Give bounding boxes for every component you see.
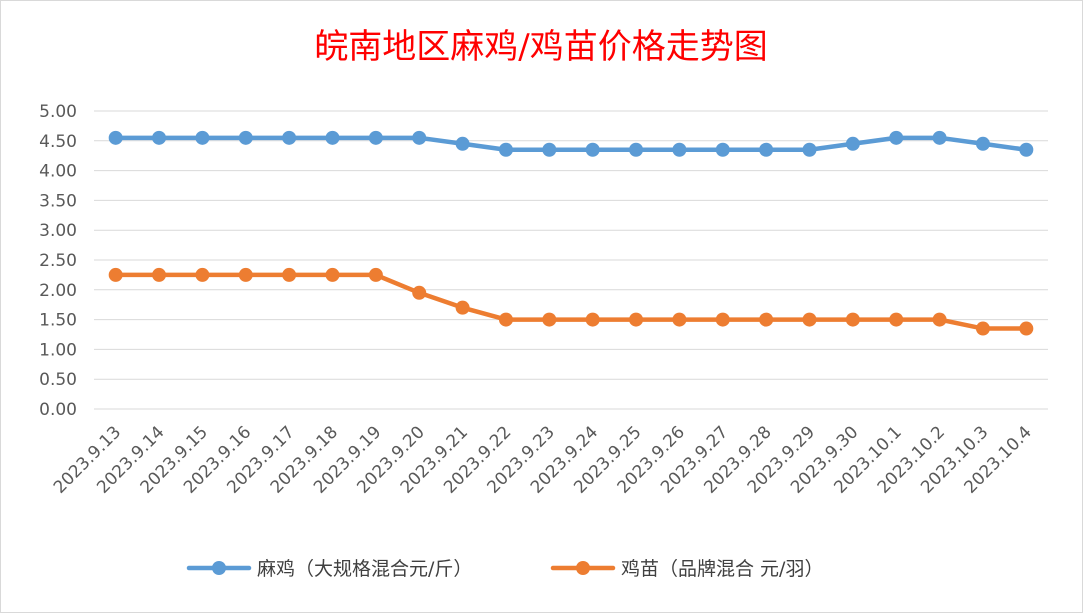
y-tick-label: 4.00 <box>39 162 77 182</box>
data-point <box>368 267 383 282</box>
data-point <box>889 312 904 327</box>
data-point <box>325 130 340 145</box>
data-point <box>845 136 860 151</box>
data-point <box>152 130 167 145</box>
y-tick-label: 4.50 <box>39 132 77 152</box>
legend-marker <box>212 561 226 575</box>
data-point <box>542 312 557 327</box>
data-point <box>1019 321 1034 336</box>
legend-marker <box>576 561 590 575</box>
legend: 麻鸡（大规格混合元/斤） 鸡苗（品牌混合 元/羽） <box>186 558 823 580</box>
y-tick-label: 3.50 <box>39 191 77 211</box>
data-point <box>542 142 557 157</box>
data-point <box>282 130 297 145</box>
data-point <box>932 312 947 327</box>
series-lines <box>108 130 1034 336</box>
data-point <box>195 130 210 145</box>
chart-title: 皖南地区麻鸡/鸡苗价格走势图 <box>314 27 767 67</box>
data-point <box>282 267 297 282</box>
legend-label: 鸡苗（品牌混合 元/羽） <box>621 558 823 580</box>
y-tick-label: 5.00 <box>39 102 77 122</box>
y-tick-label: 0.50 <box>39 370 77 390</box>
data-point <box>845 312 860 327</box>
data-point <box>715 142 730 157</box>
data-point <box>498 142 513 157</box>
data-point <box>629 312 644 327</box>
data-point <box>412 285 427 300</box>
data-point <box>412 130 427 145</box>
series-2 <box>108 267 1034 336</box>
series-1 <box>108 130 1034 157</box>
data-point <box>672 312 687 327</box>
data-point <box>759 142 774 157</box>
data-point <box>238 267 253 282</box>
data-point <box>759 312 774 327</box>
data-point <box>802 312 817 327</box>
data-point <box>108 267 123 282</box>
series-line <box>113 272 1029 331</box>
data-point <box>629 142 644 157</box>
data-point <box>975 136 990 151</box>
data-point <box>498 312 513 327</box>
data-point <box>108 130 123 145</box>
y-axis-ticks: 0.00 0.50 1.00 1.50 2.00 2.50 3.00 3.50 4.00 4.50… <box>39 102 77 420</box>
data-point <box>152 267 167 282</box>
legend-label: 麻鸡（大规格混合元/斤） <box>257 558 472 580</box>
data-point <box>672 142 687 157</box>
data-point <box>802 142 817 157</box>
y-tick-label: 3.00 <box>39 221 77 241</box>
data-point <box>585 142 600 157</box>
series-line <box>113 135 1029 152</box>
data-point <box>932 130 947 145</box>
data-point <box>889 130 904 145</box>
y-tick-label: 1.00 <box>39 340 77 360</box>
data-point <box>975 321 990 336</box>
data-point <box>455 300 470 315</box>
data-point <box>1019 142 1034 157</box>
data-point <box>585 312 600 327</box>
data-point <box>325 267 340 282</box>
y-tick-label: 1.50 <box>39 311 77 331</box>
data-point <box>368 130 383 145</box>
data-point <box>238 130 253 145</box>
y-tick-label: 0.00 <box>39 400 77 420</box>
y-tick-label: 2.50 <box>39 251 77 271</box>
data-point <box>715 312 730 327</box>
data-point <box>455 136 470 151</box>
data-point <box>195 267 210 282</box>
y-tick-label: 2.00 <box>39 281 77 301</box>
